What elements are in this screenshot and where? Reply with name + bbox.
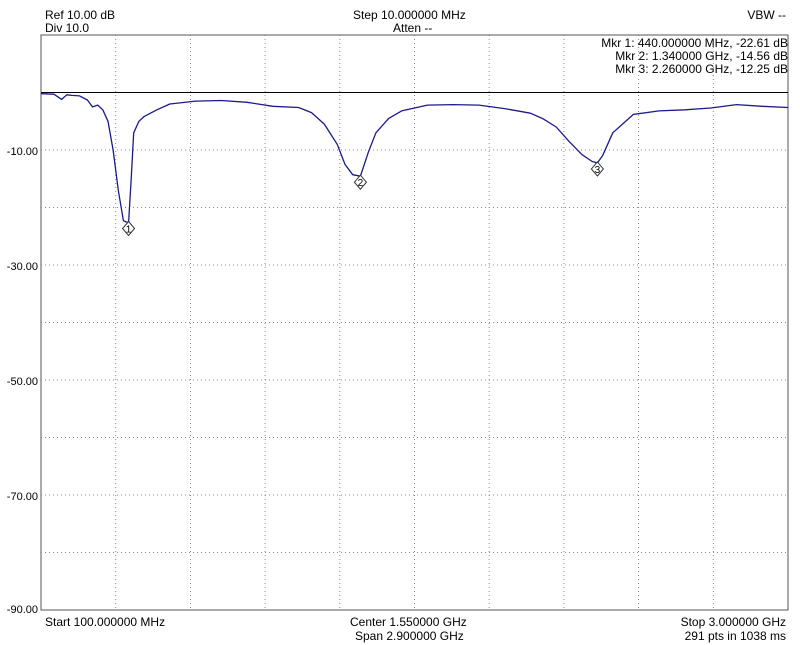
marker-3: 3 [590, 161, 605, 177]
y-tick-label: -70.00 [6, 491, 38, 503]
marker-layer: 1 2 3 [121, 161, 605, 237]
start-freq-label: Start 100.000000 MHz [45, 615, 166, 629]
span-label: Span 2.900000 GHz [355, 629, 464, 643]
plot-grid [40, 34, 789, 611]
ref-level-label: Ref 10.00 dB [45, 8, 116, 22]
marker-diamond [121, 220, 136, 237]
div-label: Div 10.0 [45, 21, 90, 35]
points-label: 291 pts in 1038 ms [684, 629, 786, 643]
marker-diamond [590, 161, 605, 177]
marker-readout-1: Mkr 1: 440.000000 MHz, -22.61 dB [601, 36, 788, 50]
marker-label: 1 [126, 225, 132, 236]
marker-label: 2 [358, 178, 364, 189]
marker-readout-2: Mkr 2: 1.340000 GHz, -14.56 dB [615, 49, 788, 63]
marker-2: 2 [353, 174, 368, 190]
y-tick-label: -30.00 [6, 261, 38, 273]
vbw-label: VBW -- [747, 8, 786, 22]
y-tick-label: -90.00 [6, 604, 38, 616]
y-tick-label: -10.00 [6, 146, 38, 158]
trace-line [40, 93, 789, 224]
trace-layer [40, 93, 789, 224]
marker-diamond [353, 174, 368, 190]
center-freq-label: Center 1.550000 GHz [350, 615, 467, 629]
marker-readout-3: Mkr 3: 2.260000 GHz, -12.25 dB [615, 62, 788, 76]
stop-freq-label: Stop 3.000000 GHz [680, 615, 786, 629]
marker-readout: Mkr 1: 440.000000 MHz, -22.61 dB Mkr 2: … [601, 37, 788, 76]
marker-label: 3 [595, 165, 601, 176]
atten-label: Atten -- [393, 21, 433, 35]
y-tick-label: -50.00 [6, 376, 38, 388]
step-label: Step 10.000000 MHz [353, 8, 466, 22]
marker-1: 1 [121, 220, 136, 237]
